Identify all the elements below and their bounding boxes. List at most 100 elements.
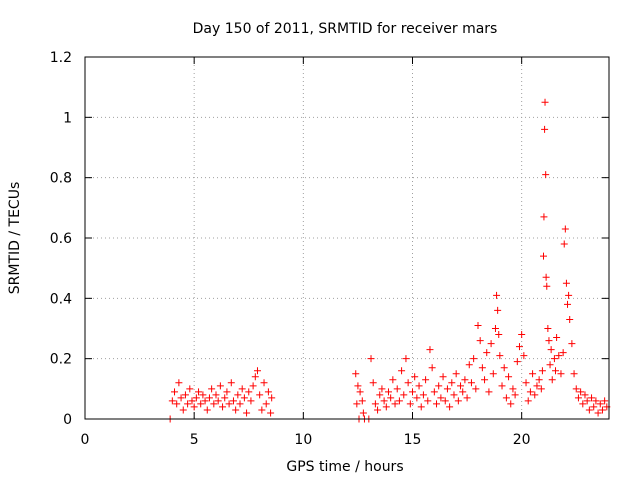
data-point <box>426 346 434 354</box>
data-point <box>419 391 427 399</box>
data-point <box>382 403 390 411</box>
data-point <box>409 388 416 396</box>
data-point <box>439 373 447 381</box>
data-point <box>205 394 213 402</box>
data-point <box>179 406 187 414</box>
data-point <box>485 388 493 396</box>
data-point <box>424 397 432 405</box>
data-point <box>598 406 606 414</box>
data-point <box>520 352 528 360</box>
data-point <box>393 385 401 393</box>
data-point <box>601 397 609 405</box>
data-point <box>171 388 179 396</box>
data-point <box>543 282 551 290</box>
data-point <box>513 358 521 366</box>
data-point <box>190 403 198 411</box>
data-point <box>177 394 185 402</box>
data-point <box>221 394 229 402</box>
data-point <box>243 409 251 417</box>
data-point <box>570 370 578 378</box>
data-point <box>443 385 451 393</box>
data-point <box>515 343 523 351</box>
data-point <box>533 382 541 390</box>
data-point <box>518 331 526 339</box>
data-point <box>391 400 399 408</box>
data-point <box>402 355 410 363</box>
data-point <box>415 382 423 390</box>
data-point <box>264 388 272 396</box>
y-tick-label: 0.8 <box>50 171 72 187</box>
data-point <box>371 400 379 408</box>
y-tick-label: 0.2 <box>50 352 72 368</box>
data-point <box>581 391 589 399</box>
data-point <box>461 376 469 384</box>
data-point <box>210 400 218 408</box>
data-point <box>406 400 414 408</box>
data-point <box>268 394 276 402</box>
data-point <box>522 379 530 387</box>
grid-lines <box>85 57 609 419</box>
data-point <box>537 385 545 393</box>
data-point <box>561 225 569 233</box>
data-point <box>559 349 567 357</box>
data-point <box>547 346 555 354</box>
data-point <box>223 388 231 396</box>
data-point <box>229 397 237 405</box>
data-point <box>251 373 259 381</box>
data-point <box>354 382 362 390</box>
data-point <box>404 379 412 387</box>
data-point <box>433 400 441 408</box>
data-point <box>240 394 248 402</box>
data-point <box>437 394 445 402</box>
y-tick-label: 1.2 <box>50 50 72 66</box>
x-tick-label: 20 <box>513 432 531 448</box>
data-point <box>555 352 563 360</box>
data-point <box>574 394 582 402</box>
data-point <box>498 382 506 390</box>
data-point <box>262 400 270 408</box>
data-point <box>227 379 235 387</box>
data-point <box>203 406 211 414</box>
data-point <box>507 400 515 408</box>
data-point <box>352 370 360 378</box>
data-point <box>258 406 266 414</box>
data-point <box>181 391 189 399</box>
data-point <box>566 315 574 323</box>
data-point <box>267 409 275 417</box>
data-point <box>195 388 203 396</box>
data-point <box>384 388 392 396</box>
data-point <box>216 382 224 390</box>
data-point <box>400 391 408 399</box>
data-point <box>188 397 196 405</box>
data-point <box>535 376 543 384</box>
data-point <box>441 397 449 405</box>
data-point <box>472 385 480 393</box>
x-tick-label: 10 <box>294 432 312 448</box>
data-point <box>540 213 548 221</box>
data-point <box>463 394 471 402</box>
data-point <box>540 252 547 260</box>
data-point <box>529 370 537 378</box>
x-axis-label: GPS time / hours <box>286 459 403 475</box>
data-point <box>542 171 550 179</box>
data-point <box>546 361 554 369</box>
data-point <box>491 325 499 332</box>
data-point <box>411 373 419 381</box>
y-tick-label: 0.4 <box>50 291 72 307</box>
data-point <box>359 409 367 417</box>
data-point <box>225 400 233 408</box>
data-point <box>560 240 568 248</box>
data-point <box>531 391 539 399</box>
data-point <box>457 382 465 390</box>
data-point <box>380 397 388 405</box>
data-point <box>186 385 194 393</box>
data-point <box>378 385 386 393</box>
data-point <box>585 406 593 414</box>
data-point <box>579 400 587 408</box>
data-point <box>376 391 384 399</box>
data-point <box>494 306 502 314</box>
data-point <box>452 370 460 378</box>
x-tick-label: 5 <box>190 432 199 448</box>
y-tick-label: 0 <box>63 412 72 428</box>
